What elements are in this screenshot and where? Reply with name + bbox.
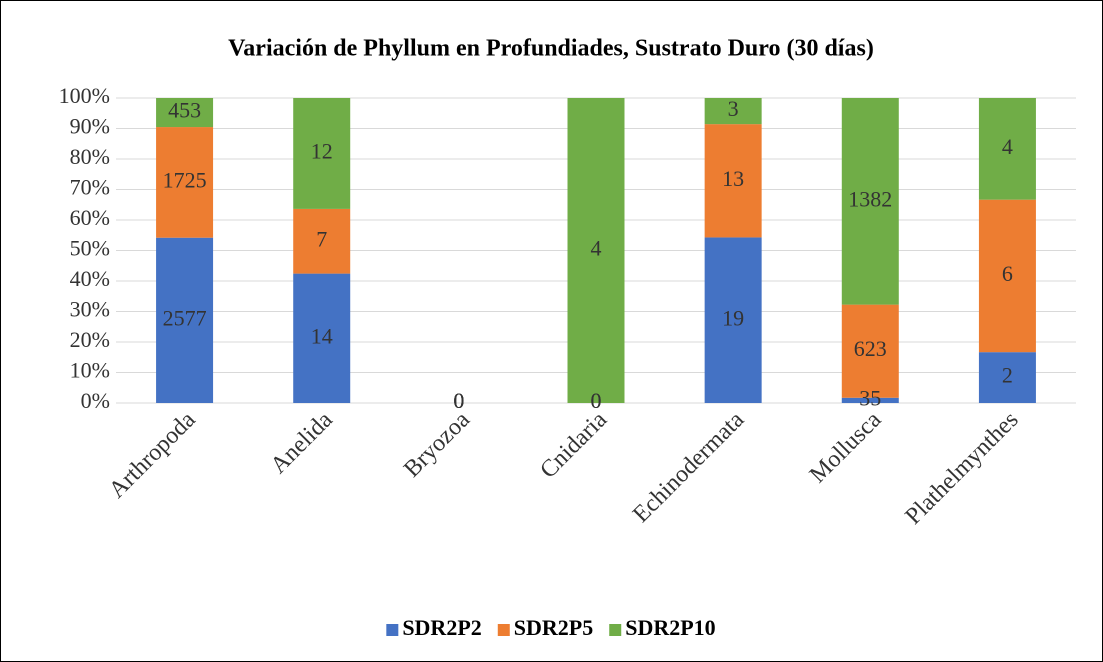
data-label: 14 <box>311 323 333 348</box>
data-label: 1725 <box>163 167 207 192</box>
data-label: 35 <box>859 385 881 410</box>
data-label: 0 <box>453 388 464 413</box>
data-label: 0 <box>453 388 464 413</box>
bar-segment <box>978 98 1036 200</box>
data-label: 7 <box>316 226 327 251</box>
data-label: 6 <box>1002 261 1013 286</box>
bar-segment <box>293 273 351 403</box>
y-tick-label: 30% <box>70 297 110 322</box>
bar-segment <box>156 127 214 238</box>
legend-swatch <box>386 624 399 636</box>
y-tick-label: 100% <box>59 83 110 108</box>
legend-label: SDR2P10 <box>625 615 715 640</box>
bar-segment <box>293 98 351 209</box>
data-label: 12 <box>311 139 333 164</box>
y-tick-label: 50% <box>70 236 110 261</box>
y-tick-label: 0% <box>81 388 110 413</box>
bar-segment <box>293 208 351 274</box>
bar-segment <box>841 304 899 398</box>
bar-segment <box>704 98 762 125</box>
bar-segment <box>704 237 762 403</box>
legend-swatch <box>609 624 622 636</box>
bar-segment <box>567 98 625 403</box>
chart-title: Variación de Phyllum en Profundiades, Su… <box>228 36 874 62</box>
data-label: 4 <box>1002 134 1013 159</box>
legend-label: SDR2P2 <box>402 615 481 640</box>
legend-swatch <box>497 624 510 636</box>
data-label: 0 <box>591 388 602 413</box>
data-label: 2577 <box>163 305 207 330</box>
bar-segment <box>978 199 1036 353</box>
bar-segment <box>156 237 214 403</box>
data-label: 3 <box>728 96 739 121</box>
y-tick-label: 20% <box>70 327 110 352</box>
bar-segment <box>978 352 1036 403</box>
y-tick-label: 10% <box>70 358 110 383</box>
bar-segment <box>841 397 899 403</box>
y-tick-label: 80% <box>70 144 110 169</box>
data-label: 2 <box>1002 363 1013 388</box>
bar-segment <box>841 98 899 305</box>
legend-label: SDR2P5 <box>514 615 593 640</box>
bar-segment <box>704 124 762 238</box>
data-label: 0 <box>591 388 602 413</box>
y-tick-label: 90% <box>70 114 110 139</box>
data-label: 1382 <box>848 186 892 211</box>
bar-segment <box>156 98 214 128</box>
data-label: 453 <box>168 98 201 123</box>
data-label: 13 <box>722 166 744 191</box>
data-label: 623 <box>854 336 887 361</box>
data-label: 4 <box>591 236 602 261</box>
y-tick-label: 40% <box>70 266 110 291</box>
data-label: 19 <box>722 305 744 330</box>
y-tick-label: 70% <box>70 175 110 200</box>
data-label: 0 <box>453 388 464 413</box>
y-tick-label: 60% <box>70 205 110 230</box>
